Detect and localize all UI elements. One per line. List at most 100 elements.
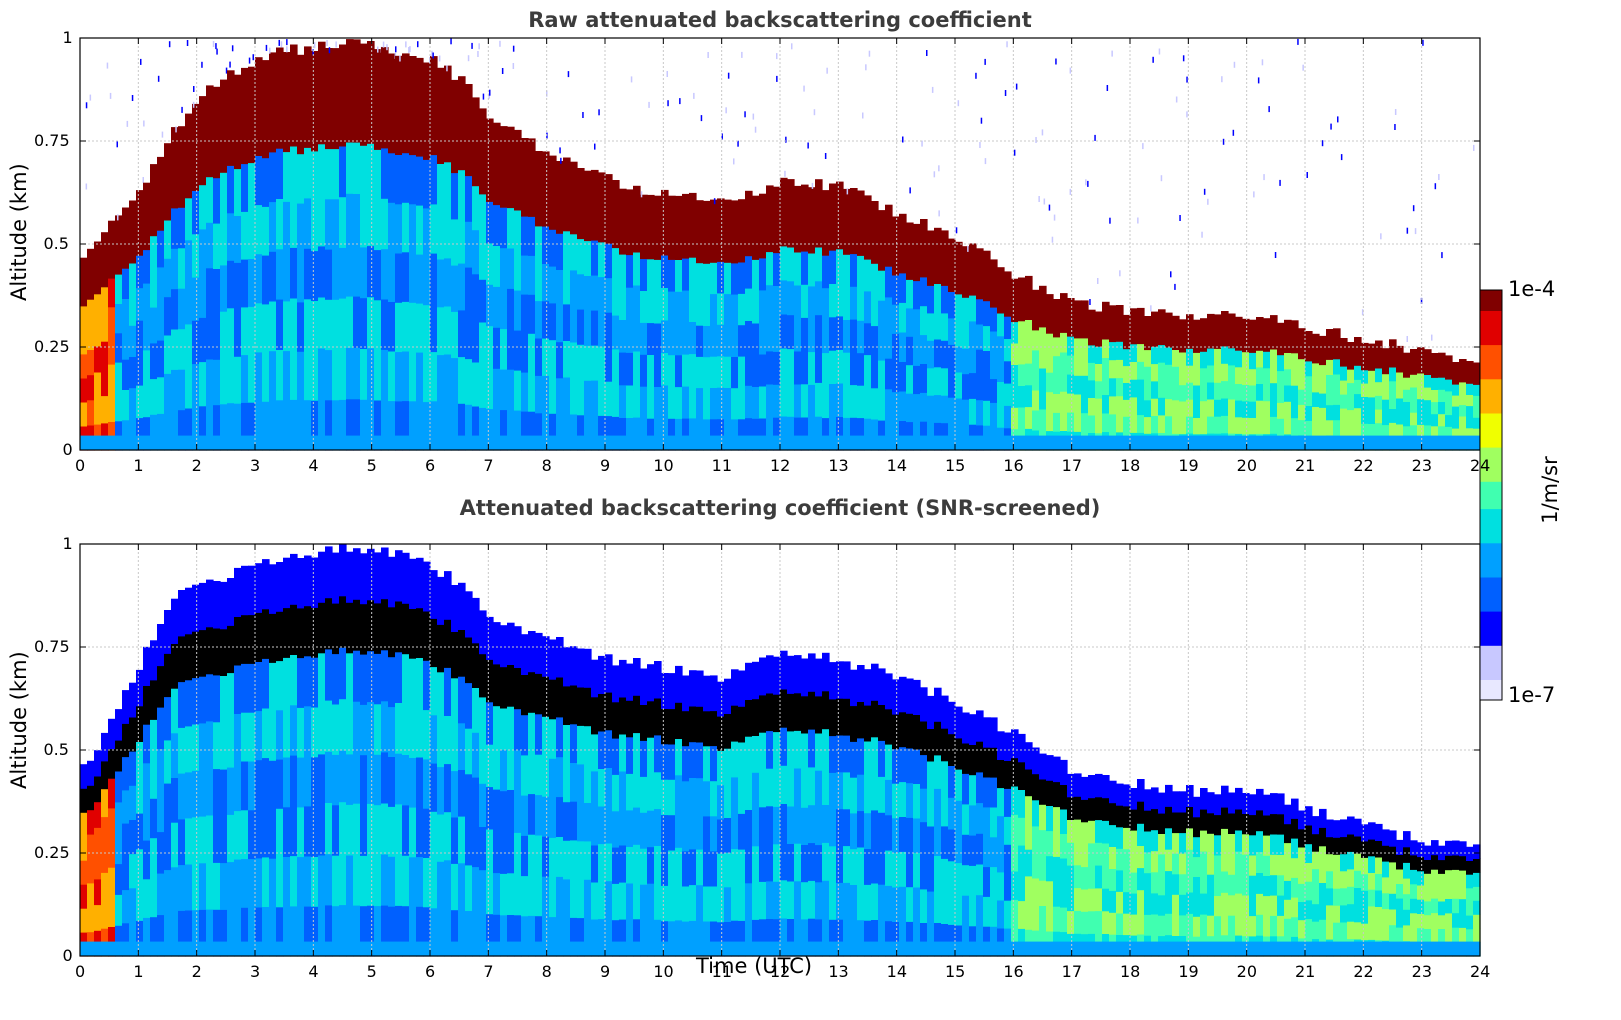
heatmap-cell (990, 259, 998, 284)
heatmap-cell (458, 435, 466, 450)
heatmap-cell (1095, 363, 1103, 382)
heatmap-cell (654, 435, 662, 450)
heatmap-cell (402, 202, 410, 253)
heatmap-cell (374, 249, 382, 301)
heatmap-cell (360, 94, 368, 146)
heatmap-cell (661, 352, 669, 386)
heatmap-cell (808, 285, 816, 320)
heatmap-cell (619, 352, 627, 386)
heatmap-cell (563, 917, 571, 957)
heatmap-cell (1228, 313, 1236, 332)
heatmap-cell (486, 701, 494, 745)
heatmap-cell (1018, 900, 1026, 929)
x-tick-label: 20 (1236, 962, 1258, 981)
heatmap-cell (1158, 435, 1166, 450)
heatmap-cell (738, 670, 746, 707)
heatmap-cell (563, 763, 571, 803)
heatmap-cell (1459, 435, 1467, 450)
heatmap-cell (178, 288, 186, 330)
heatmap-cell (927, 230, 935, 259)
heatmap-cell (1410, 399, 1418, 413)
heatmap-cell (1396, 927, 1404, 943)
heatmap-cell (1445, 840, 1453, 856)
colorbar-segment (1480, 296, 1502, 305)
heatmap-cell (255, 941, 263, 956)
heatmap-cell (1284, 880, 1292, 900)
heatmap-cell (437, 861, 445, 910)
heatmap-cell (689, 941, 697, 956)
heatmap-cell (1032, 389, 1040, 411)
colorbar-segment (1480, 495, 1502, 503)
noise-speckle (865, 64, 867, 71)
heatmap-cell (1284, 417, 1292, 435)
heatmap-cell (493, 204, 501, 246)
heatmap-cell (598, 207, 606, 243)
heatmap-cell (444, 401, 452, 451)
heatmap-cell (668, 920, 676, 957)
heatmap-cell (437, 671, 445, 720)
x-tick-label: 16 (1003, 456, 1024, 475)
heatmap-cell (388, 251, 396, 302)
heatmap-cell (1298, 358, 1306, 375)
heatmap-cell (353, 941, 361, 956)
heatmap-cell (626, 773, 634, 811)
heatmap-cell (1137, 396, 1145, 416)
heatmap-cell (339, 399, 347, 451)
heatmap-cell (647, 322, 655, 355)
heatmap-cell (626, 700, 634, 738)
heatmap-cell (521, 875, 529, 917)
heatmap-cell (451, 631, 459, 679)
heatmap-cell (80, 764, 88, 789)
x-tick-label: 3 (250, 456, 261, 475)
heatmap-cell (836, 661, 844, 699)
heatmap-cell (703, 941, 711, 956)
heatmap-cell (1466, 427, 1474, 440)
x-tick-label: 18 (1120, 962, 1141, 981)
heatmap-cell (1011, 435, 1019, 450)
noise-speckle (1041, 129, 1044, 136)
heatmap-cell (640, 386, 648, 419)
heatmap-cell (948, 924, 956, 957)
heatmap-cell (1354, 921, 1362, 940)
x-tick-label: 19 (1178, 456, 1199, 475)
heatmap-cell (731, 294, 739, 326)
noise-speckle (1069, 188, 1072, 195)
heatmap-cell (577, 344, 585, 381)
heatmap-cell (1025, 435, 1033, 450)
heatmap-cell (1032, 851, 1040, 879)
noise-speckle (1051, 236, 1054, 243)
heatmap-cell (689, 705, 697, 743)
heatmap-cell (647, 919, 655, 957)
heatmap-cell (325, 941, 333, 956)
heatmap-cell (605, 842, 613, 882)
heatmap-cell (1060, 312, 1068, 333)
noise-speckle (269, 47, 271, 54)
heatmap-cell (276, 941, 284, 956)
heatmap-cell (451, 172, 459, 220)
heatmap-cell (633, 185, 641, 220)
heatmap-cell (913, 679, 921, 715)
heatmap-cell (1137, 845, 1145, 869)
heatmap-cell (402, 103, 410, 154)
heatmap-cell (1221, 397, 1229, 416)
heatmap-cell (1312, 435, 1320, 450)
heatmap-cell (1291, 857, 1299, 878)
heatmap-cell (1193, 876, 1201, 897)
heatmap-cell (1228, 833, 1236, 855)
heatmap-cell (871, 773, 879, 811)
heatmap-cell (220, 125, 228, 173)
heatmap-cell (115, 332, 123, 363)
heatmap-cell (1361, 890, 1369, 908)
heatmap-cell (927, 760, 935, 794)
heatmap-cell (1130, 893, 1138, 915)
noise-speckle (1232, 129, 1235, 136)
heatmap-cell (696, 231, 704, 264)
noise-speckle (335, 41, 337, 48)
heatmap-cell (794, 417, 802, 451)
heatmap-cell (1165, 398, 1173, 417)
heatmap-cell (521, 835, 529, 877)
heatmap-cell (948, 317, 956, 345)
heatmap-cell (1270, 941, 1278, 956)
heatmap-cell (1193, 319, 1201, 337)
heatmap-cell (1305, 806, 1313, 826)
